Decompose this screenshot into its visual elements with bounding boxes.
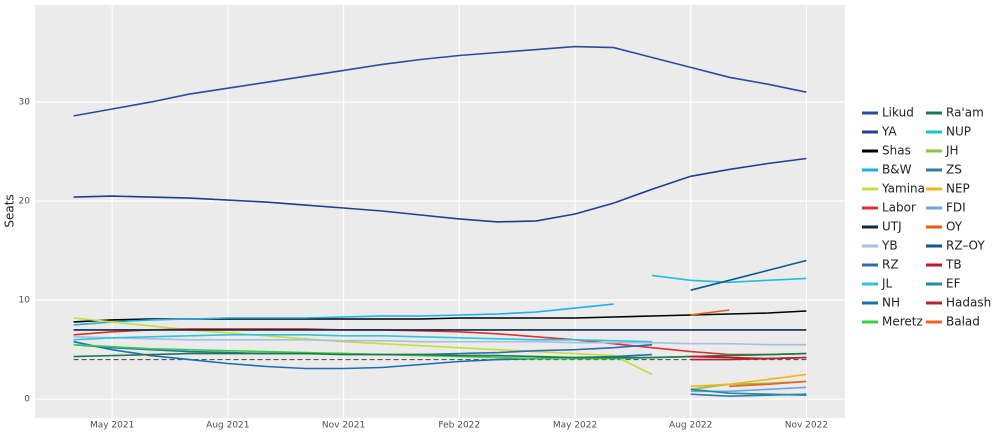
x-tick-label: Aug 2022: [669, 421, 712, 431]
legend-label: Hadash: [946, 296, 991, 310]
series-line: [729, 380, 807, 388]
legend-label: TB: [945, 258, 962, 272]
legend-label: RZ–OY: [946, 239, 985, 253]
legend-label: RZ: [882, 258, 899, 272]
legend-label: Yamina: [881, 182, 925, 196]
series-line: [73, 352, 807, 359]
legend-label: ZS: [946, 163, 962, 177]
legend-label: NH: [882, 296, 900, 310]
legend-label: UTJ: [882, 220, 902, 234]
series-line: [73, 334, 653, 343]
series-line: [651, 274, 807, 284]
series-line: [73, 303, 614, 326]
x-tick-label: Feb 2022: [438, 421, 480, 431]
legend-label: YA: [881, 125, 897, 139]
x-tick-label: Nov 2021: [322, 421, 365, 431]
legend-label: Balad: [946, 315, 980, 329]
legend-label: YB: [881, 239, 898, 253]
legend-label: JL: [881, 277, 893, 291]
legend-label: EF: [946, 277, 961, 291]
series-line: [73, 328, 807, 356]
series-line: [73, 157, 807, 223]
series-line: [73, 336, 807, 346]
legend-label: FDI: [946, 201, 966, 215]
series-line: [690, 388, 807, 396]
y-axis-label: Seats: [3, 194, 17, 227]
series-line: [690, 259, 807, 291]
series-line: [73, 45, 807, 117]
series-line: [690, 356, 807, 361]
legend-label: Labor: [882, 201, 916, 215]
legend-label: JH: [945, 144, 959, 158]
y-tick-label: 20: [19, 197, 31, 207]
legend-label: OY: [946, 220, 963, 234]
legend-label: B&W: [882, 163, 912, 177]
legend-label: Ra'am: [946, 106, 984, 120]
legend-label: Likud: [882, 106, 914, 120]
legend-label: NUP: [946, 125, 971, 139]
series-line: [690, 373, 807, 388]
series-line: [690, 309, 730, 316]
y-tick-label: 10: [19, 296, 31, 306]
y-tick-label: 30: [19, 98, 31, 108]
x-tick-label: Aug 2021: [206, 421, 249, 431]
legend-box: [855, 100, 993, 336]
x-tick-label: Nov 2022: [785, 421, 828, 431]
legend-label: NEP: [946, 182, 970, 196]
y-tick-label: 0: [24, 395, 30, 405]
x-tick-label: May 2022: [553, 421, 597, 431]
series-line: [73, 317, 653, 376]
legend-label: Shas: [882, 144, 911, 158]
x-tick-label: May 2021: [90, 421, 134, 431]
legend-label: Meretz: [882, 315, 923, 329]
